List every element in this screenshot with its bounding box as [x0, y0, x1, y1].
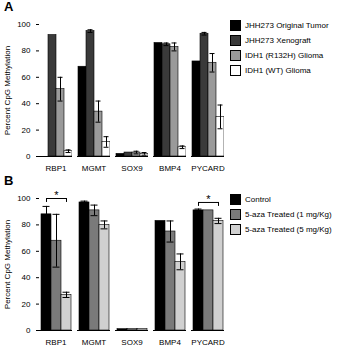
svg-text:BMP4: BMP4: [159, 164, 181, 173]
svg-text:MGMT: MGMT: [82, 164, 107, 173]
svg-text:*: *: [54, 189, 59, 201]
svg-text:PYCARD: PYCARD: [191, 164, 225, 173]
svg-text:40: 40: [22, 99, 31, 108]
svg-text:BMP4: BMP4: [159, 338, 181, 347]
svg-text:80: 80: [22, 46, 31, 55]
svg-text:100: 100: [17, 20, 31, 29]
svg-text:40: 40: [22, 273, 31, 282]
svg-text:*: *: [206, 193, 211, 205]
svg-text:MGMT: MGMT: [82, 338, 107, 347]
svg-text:80: 80: [22, 220, 31, 229]
html-text:B: B: [4, 173, 14, 188]
html-text:IDH1 (R132H) Glioma: IDH1 (R132H) Glioma: [245, 51, 324, 60]
svg-text:0: 0: [26, 152, 31, 161]
svg-text:SOX9: SOX9: [121, 338, 143, 347]
svg-text:SOX9: SOX9: [121, 164, 143, 173]
svg-text:Percent CpG Methylation: Percent CpG Methylation: [3, 46, 12, 135]
svg-text:60: 60: [22, 247, 31, 256]
html-text:IDH1 (WT) Glioma: IDH1 (WT) Glioma: [245, 66, 311, 75]
html-text:A: A: [4, 0, 14, 14]
html-text:JHH273 Original Tumor: JHH273 Original Tumor: [245, 21, 329, 30]
html-text:5-aza Treated (5 mg/Kg): 5-aza Treated (5 mg/Kg): [245, 225, 332, 234]
svg-text:Percent CpG Methylation: Percent CpG Methylation: [3, 220, 12, 309]
svg-text:60: 60: [22, 73, 31, 82]
svg-text:20: 20: [22, 300, 31, 309]
svg-text:RBP1: RBP1: [46, 338, 67, 347]
svg-text:100: 100: [17, 194, 31, 203]
svg-text:PYCARD: PYCARD: [191, 338, 225, 347]
html-text:JHH273 Xenograft: JHH273 Xenograft: [245, 36, 311, 45]
svg-text:20: 20: [22, 126, 31, 135]
html-text:5-aza Treated (1 mg/Kg): 5-aza Treated (1 mg/Kg): [245, 210, 332, 219]
svg-text:0: 0: [26, 326, 31, 335]
html-text:Control: Control: [245, 195, 271, 204]
svg-text:RBP1: RBP1: [46, 164, 67, 173]
